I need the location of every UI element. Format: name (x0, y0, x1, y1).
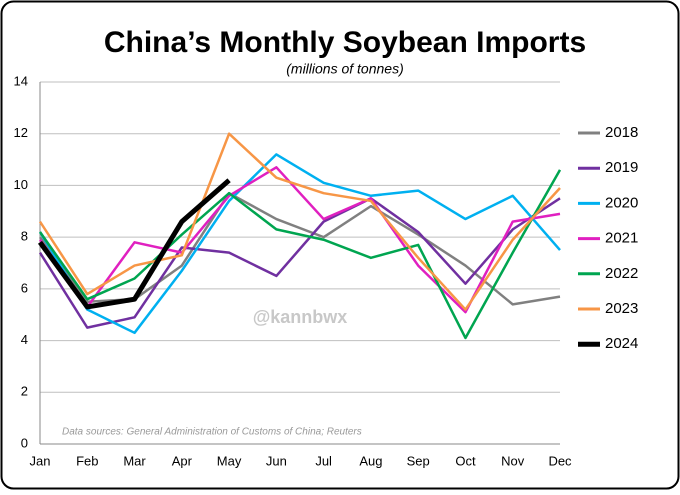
x-tick-label: May (217, 453, 242, 468)
source-note: Data sources: General Administration of … (62, 427, 362, 438)
x-tick-label: Mar (123, 453, 146, 468)
y-tick-label: 12 (14, 125, 28, 140)
series-line (38, 197, 561, 329)
legend-label: 2022 (605, 265, 638, 282)
legend-label: 2023 (605, 300, 638, 317)
y-tick-label: 4 (21, 332, 28, 347)
subtitle: (millions of tonnes) (286, 61, 404, 77)
legend-label: 2024 (605, 335, 638, 352)
x-tick-label: Feb (76, 453, 98, 468)
legend-label: 2019 (605, 159, 638, 176)
x-tick-label: Sep (407, 453, 430, 468)
y-tick-label: 6 (21, 280, 28, 295)
x-tick-label: Nov (501, 453, 525, 468)
watermark: @kannbwx (253, 307, 348, 327)
x-tick-label: Aug (359, 453, 382, 468)
y-tick-label: 0 (21, 435, 28, 450)
legend-label: 2018 (605, 124, 638, 141)
series-line (38, 153, 561, 335)
y-tick-label: 8 (21, 229, 28, 244)
x-tick-label: Jun (266, 453, 287, 468)
chart-title: China’s Monthly Soybean Imports (104, 26, 586, 59)
legend-label: 2020 (605, 194, 638, 211)
y-tick-label: 10 (14, 177, 28, 192)
series-line (37, 178, 231, 310)
y-tick-label: 14 (14, 73, 28, 88)
x-tick-label: Jul (315, 453, 332, 468)
y-tick-label: 2 (21, 384, 28, 399)
series-line (38, 169, 562, 340)
x-tick-label: Dec (548, 453, 572, 468)
x-tick-label: Oct (455, 453, 476, 468)
legend-label: 2021 (605, 230, 638, 247)
x-tick-label: Jan (30, 453, 51, 468)
series-line (38, 132, 561, 311)
x-tick-label: Apr (172, 453, 193, 468)
